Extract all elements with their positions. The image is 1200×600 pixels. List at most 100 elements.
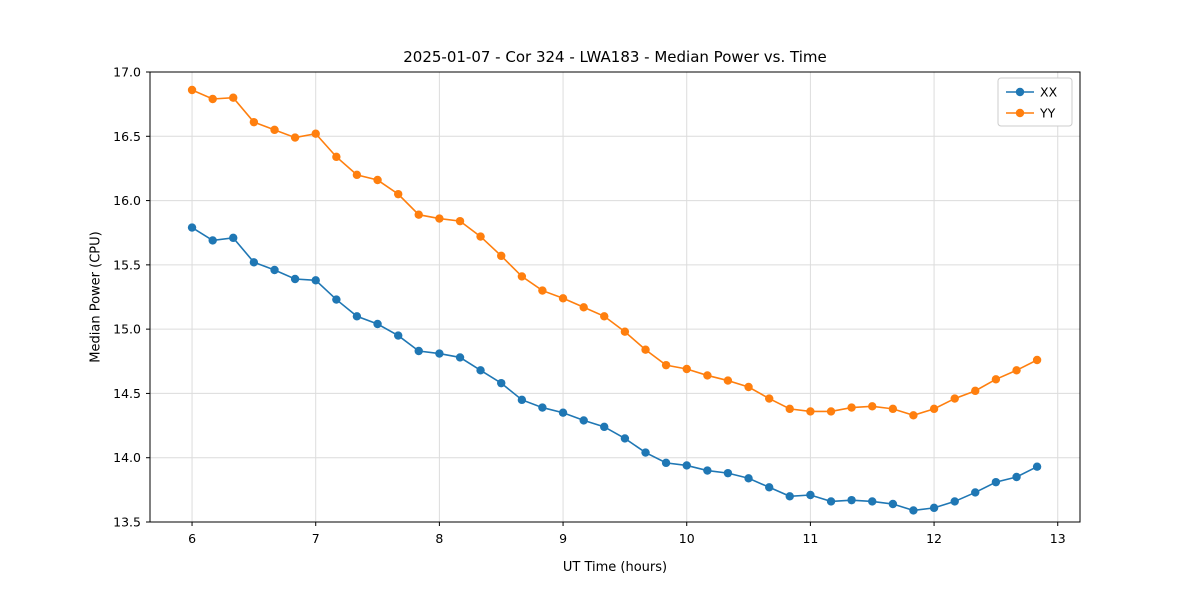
data-point [641, 448, 650, 457]
data-point [765, 483, 774, 492]
data-point [249, 117, 259, 127]
data-point [868, 497, 877, 506]
data-point [517, 272, 527, 281]
data-point [249, 258, 259, 267]
data-point [1032, 355, 1042, 365]
data-point [394, 331, 403, 340]
x-tick-label: 9 [559, 531, 567, 546]
x-tick-label: 13 [1050, 531, 1066, 546]
legend-sample-marker [1015, 108, 1025, 118]
data-point [187, 223, 197, 232]
data-point [373, 175, 382, 185]
x-tick-label: 8 [435, 531, 443, 546]
data-point [620, 327, 630, 336]
data-point [723, 468, 733, 478]
y-tick-label: 14.0 [113, 450, 141, 465]
data-point [971, 386, 980, 396]
y-tick-label: 15.0 [113, 322, 141, 337]
data-point [991, 375, 1001, 384]
data-point [929, 503, 939, 513]
data-point [826, 407, 836, 416]
data-point [579, 303, 588, 312]
data-point [290, 133, 300, 142]
data-point [579, 416, 588, 425]
data-point [1012, 366, 1021, 375]
data-point [497, 378, 506, 388]
x-tick-label: 11 [802, 531, 818, 546]
data-point [435, 349, 444, 358]
data-point [826, 497, 836, 506]
legend-label: XX [1040, 85, 1058, 100]
data-point [785, 404, 794, 414]
data-point [394, 189, 403, 199]
data-point [414, 346, 423, 356]
data-point [1012, 472, 1021, 482]
data-point [991, 477, 1001, 487]
data-point [744, 382, 753, 392]
data-point [517, 395, 527, 405]
data-point [455, 353, 465, 362]
data-point [641, 345, 650, 354]
data-point [538, 403, 547, 412]
legend-box [997, 77, 1073, 127]
legend: XX YY [997, 77, 1073, 127]
data-point [332, 295, 341, 304]
y-tick-label: 16.5 [113, 129, 141, 144]
data-point [847, 403, 856, 412]
data-point [270, 265, 279, 275]
data-point [373, 319, 382, 329]
data-point [332, 152, 341, 162]
data-point [290, 274, 300, 284]
data-point [311, 276, 320, 285]
data-point [600, 422, 609, 432]
data-point [806, 407, 815, 416]
series-line [191, 226, 1038, 512]
x-tick-label: 12 [926, 531, 942, 546]
data-point [744, 474, 753, 483]
data-point [311, 129, 320, 138]
data-point [909, 411, 918, 420]
series-line [191, 89, 1038, 417]
x-tick-label: 6 [188, 531, 196, 546]
data-point [868, 402, 877, 411]
data-point [187, 85, 197, 95]
data-point [909, 506, 918, 515]
y-axis-label: Median Power (CPU) [88, 231, 104, 363]
data-point [888, 404, 898, 414]
data-point [352, 312, 362, 321]
data-point [208, 94, 217, 104]
data-point [435, 214, 444, 223]
y-tick-label: 17.0 [113, 65, 141, 80]
legend-sample-marker [1015, 87, 1025, 97]
data-point [723, 376, 733, 385]
data-point [476, 366, 485, 375]
data-point [600, 312, 609, 321]
data-point [950, 394, 959, 403]
data-point [476, 232, 485, 241]
data-point [682, 364, 691, 374]
data-point [950, 497, 959, 506]
data-point [229, 233, 238, 243]
data-point [558, 294, 568, 303]
legend-label: YY [1039, 106, 1056, 121]
chart-title: 2025-01-07 - Cor 324 - LWA183 - Median P… [403, 48, 827, 66]
data-point [558, 408, 568, 417]
x-tick-label: 10 [679, 531, 695, 546]
series-yy [187, 85, 1042, 420]
data-point [620, 434, 630, 443]
data-point [703, 371, 712, 380]
data-point [806, 490, 815, 500]
data-point [661, 360, 671, 370]
data-point [208, 236, 217, 245]
axes-frame [149, 71, 1081, 523]
data-point [661, 458, 671, 468]
data-point [888, 499, 898, 509]
data-point [682, 461, 691, 470]
data-point [414, 210, 423, 219]
y-tick-label: 13.5 [113, 515, 141, 530]
data-point [538, 286, 547, 295]
y-tick-label: 16.0 [113, 193, 141, 208]
data-point [929, 404, 939, 414]
data-point [1032, 462, 1042, 471]
